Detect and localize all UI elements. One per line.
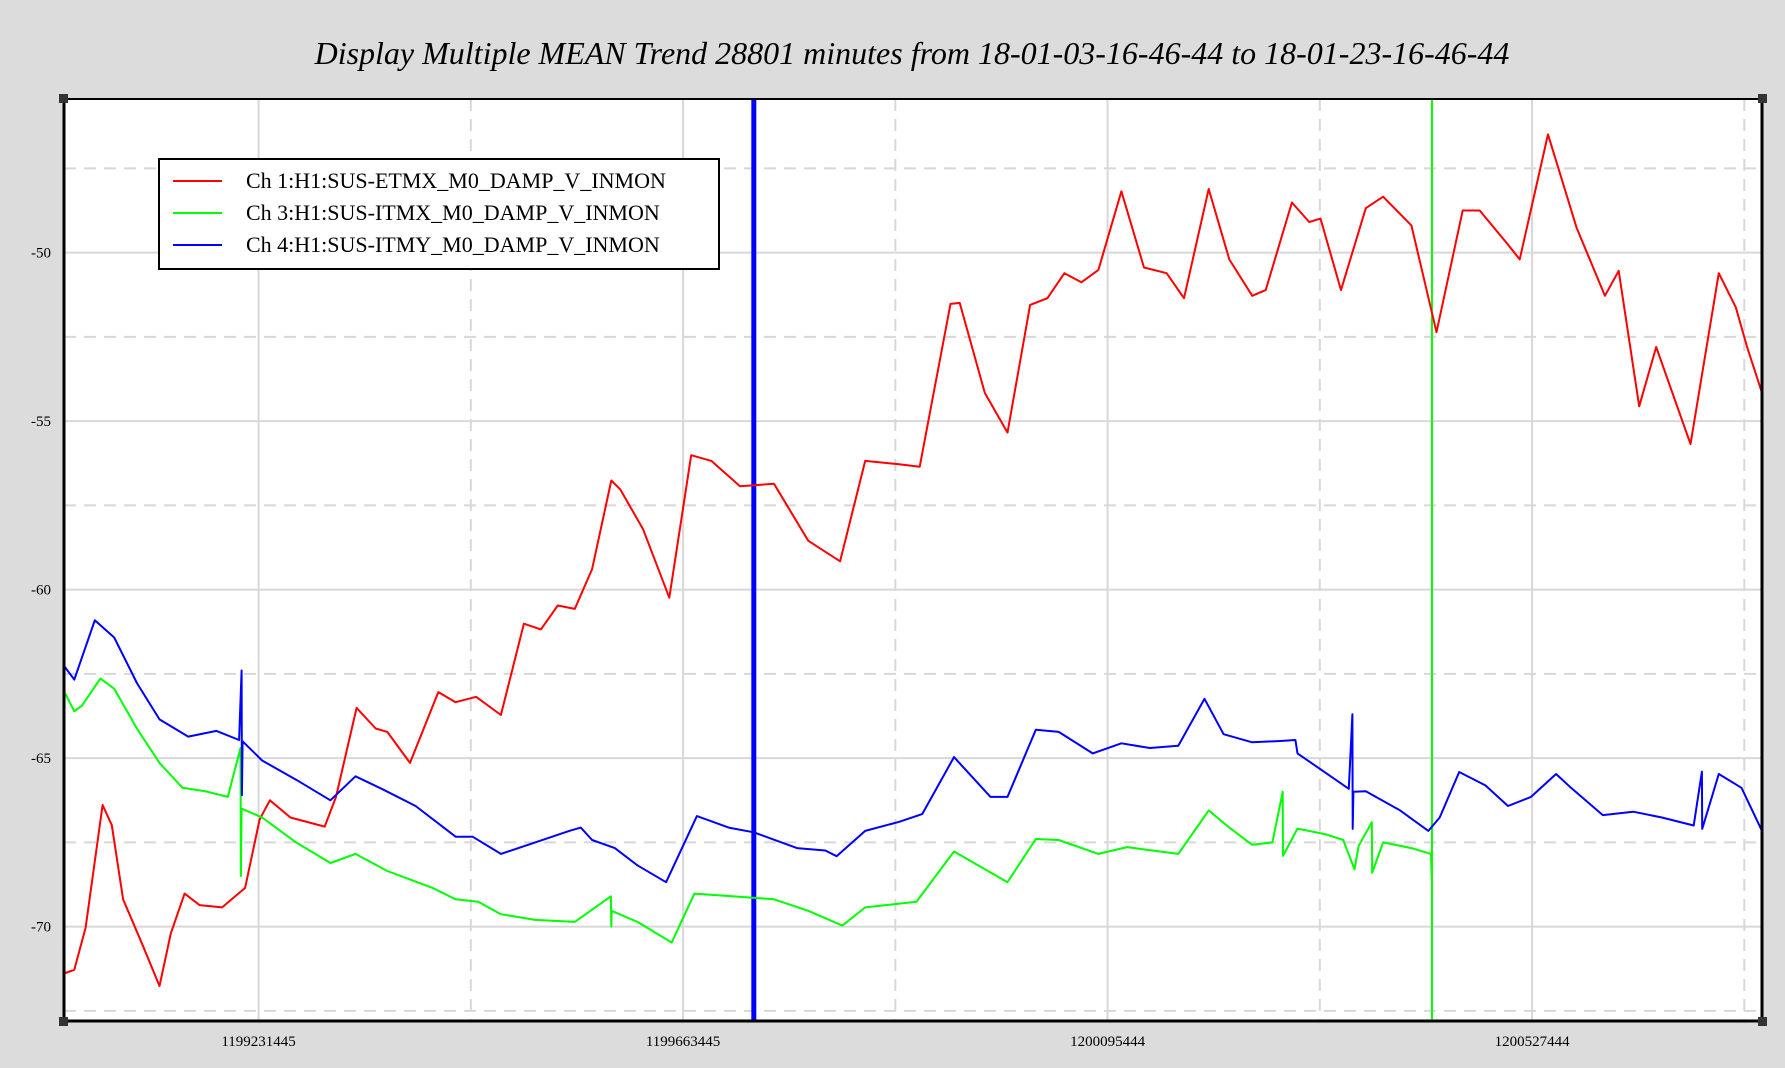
corner-handle-bottom-right[interactable] xyxy=(1758,1017,1767,1026)
y-tick-label: -55 xyxy=(31,414,51,430)
y-tick-label: -70 xyxy=(31,920,51,936)
axis-ticks: -50 -55 -60 -65 -70 1199231445 1199663445 12000… xyxy=(31,246,1570,1050)
y-tick-label: -50 xyxy=(31,246,51,262)
legend-label: Ch 3:H1:SUS-ITMX_M0_DAMP_V_INMON xyxy=(246,200,660,225)
x-tick-label: 1199231445 xyxy=(221,1034,295,1050)
corner-handle-bottom-left[interactable] xyxy=(59,1017,68,1026)
corner-handle-top-left[interactable] xyxy=(59,94,68,103)
x-tick-label: 1199663445 xyxy=(646,1034,720,1050)
legend-box xyxy=(158,158,720,270)
y-tick-label: -65 xyxy=(31,751,51,767)
x-tick-label: 1200095444 xyxy=(1070,1034,1146,1050)
y-tick-label: -60 xyxy=(31,583,51,599)
legend-label: Ch 1:H1:SUS-ETMX_M0_DAMP_V_INMON xyxy=(246,168,666,193)
series-lines xyxy=(63,133,1763,987)
legend-label: Ch 4:H1:SUS-ITMY_M0_DAMP_V_INMON xyxy=(246,232,660,257)
chart-title: Display Multiple MEAN Trend 28801 minute… xyxy=(314,35,1510,71)
x-tick-label: 1200527444 xyxy=(1495,1034,1571,1050)
corner-handle-top-right[interactable] xyxy=(1758,94,1767,103)
series-line-ch1 xyxy=(63,133,1763,987)
series-line-ch3 xyxy=(63,619,1763,884)
legend: Ch 1:H1:SUS-ETMX_M0_DAMP_V_INMON Ch 3:H1:… xyxy=(158,158,720,270)
series-line-ch2 xyxy=(63,677,1433,944)
